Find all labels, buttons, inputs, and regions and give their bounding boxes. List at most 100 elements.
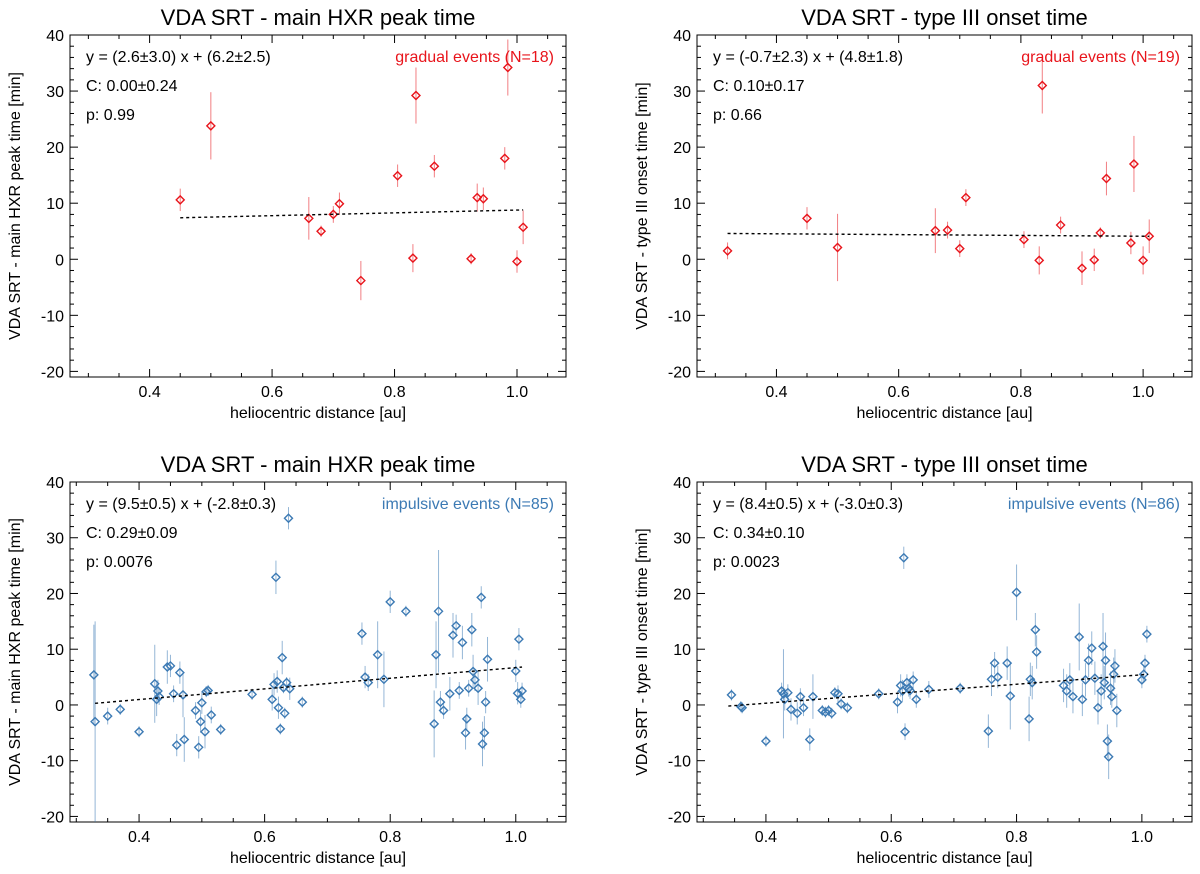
- data-point: [954, 243, 965, 254]
- data-point: [826, 708, 837, 719]
- data-point: [1099, 677, 1110, 688]
- x-tick-label: 1.0: [505, 829, 527, 846]
- y-tick-label: 40: [673, 28, 691, 45]
- data-point: [175, 194, 186, 205]
- data-point: [476, 592, 487, 603]
- data-point: [115, 704, 126, 715]
- data-point: [454, 685, 465, 696]
- data-point: [429, 161, 440, 172]
- data-point: [1037, 80, 1048, 91]
- data-point: [168, 688, 179, 699]
- data-point: [726, 689, 737, 700]
- x-tick-label: 0.6: [254, 829, 276, 846]
- data-point: [466, 624, 477, 635]
- x-axis-label: heliocentric distance [au]: [856, 850, 1032, 867]
- y-tick-label: 20: [46, 586, 64, 603]
- data-point: [199, 726, 210, 737]
- data-point: [378, 674, 389, 685]
- panel-bottom-right: VDA SRT - type III onset time 0.4 0.6 0.8 1.…: [634, 452, 1193, 867]
- data-point: [905, 685, 916, 696]
- fit-equation: y = (-0.7±2.3) x + (4.8±1.8): [713, 49, 903, 66]
- y-tick-label: 0: [682, 252, 691, 269]
- y-tick-label: -10: [41, 308, 64, 325]
- data-point: [407, 253, 418, 264]
- data-point: [152, 686, 163, 697]
- data-point: [832, 242, 843, 253]
- data-point: [468, 666, 479, 677]
- data-point: [151, 694, 162, 705]
- y-axis-label: VDA SRT - main HXR peak time [min]: [7, 518, 24, 786]
- data-point: [802, 213, 812, 224]
- data-point: [316, 226, 327, 237]
- data-point: [1100, 655, 1111, 666]
- data-point: [955, 683, 966, 694]
- data-point: [722, 245, 733, 256]
- data-point: [165, 660, 176, 671]
- data-point: [179, 734, 190, 745]
- data-point: [778, 688, 789, 699]
- data-point: [334, 198, 345, 209]
- x-tick-label: 0.8: [379, 829, 401, 846]
- data-point: [1141, 629, 1152, 640]
- data-point: [1034, 255, 1045, 266]
- p-value-text: p: 0.0023: [713, 554, 780, 571]
- data-point: [466, 253, 477, 264]
- data-point: [1018, 234, 1029, 245]
- data-point: [190, 705, 201, 716]
- data-point: [1077, 263, 1087, 274]
- p-value-text: p: 0.0076: [86, 554, 153, 571]
- chart-title: VDA SRT - main HXR peak time: [161, 452, 476, 477]
- data-point: [272, 676, 283, 687]
- data-point: [277, 652, 288, 663]
- fit-equation: y = (8.4±0.5) x + (-3.0±0.3): [713, 496, 903, 513]
- data-point: [433, 606, 444, 617]
- data-point: [1109, 660, 1120, 671]
- data-point: [1101, 173, 1112, 184]
- data-point: [1083, 655, 1094, 666]
- data-point: [798, 702, 809, 713]
- y-tick-label: 0: [682, 698, 691, 715]
- data-point: [1011, 587, 1022, 598]
- data-point: [842, 702, 853, 713]
- chart-title: VDA SRT - main HXR peak time: [161, 5, 476, 30]
- panel-top-right: VDA SRT - type III onset time 0.4 0.6 0.8 1.…: [634, 5, 1193, 422]
- y-tick-label: -20: [41, 364, 64, 381]
- chart-title: VDA SRT - type III onset time: [801, 5, 1088, 30]
- data-point: [451, 620, 462, 631]
- x-tick-label: 1.0: [506, 384, 528, 401]
- data-point: [792, 708, 803, 719]
- data-point: [206, 709, 217, 720]
- data-point: [461, 713, 472, 724]
- y-tick-label: 10: [46, 642, 64, 659]
- fit-line: [180, 209, 524, 219]
- y-tick-label: 20: [46, 140, 64, 157]
- data-point: [1055, 220, 1066, 231]
- data-point: [457, 637, 468, 648]
- data-point: [480, 697, 491, 708]
- data-point: [1105, 683, 1116, 694]
- data-point: [900, 726, 911, 737]
- data-point: [431, 649, 442, 660]
- y-tick-label: -20: [668, 809, 691, 826]
- x-tick-label: 0.6: [880, 829, 902, 846]
- y-axis-label: VDA SRT - type III onset time [min]: [634, 82, 651, 330]
- data-point: [1074, 631, 1085, 642]
- data-point: [1031, 647, 1042, 657]
- chart-title: VDA SRT - type III onset time: [801, 452, 1088, 477]
- y-tick-label: 10: [673, 196, 691, 213]
- correlation-text: C: 0.34±0.10: [713, 525, 805, 542]
- panel-bottom-left: VDA SRT - main HXR peak time 0.4 0.6 0.8 1.0…: [7, 452, 567, 867]
- data-point: [513, 634, 524, 645]
- data-point: [1093, 702, 1104, 713]
- data-point: [1089, 673, 1100, 684]
- data-point: [267, 694, 278, 705]
- data-point: [479, 727, 490, 738]
- data-point: [477, 738, 488, 749]
- x-tick-label: 0.8: [1010, 384, 1032, 401]
- data-point: [1089, 254, 1100, 265]
- data-point: [356, 628, 367, 639]
- data-point: [1144, 231, 1155, 242]
- y-tick-label: -10: [41, 754, 64, 771]
- data-point: [195, 716, 206, 727]
- legend-label: impulsive events (N=86): [1008, 496, 1180, 513]
